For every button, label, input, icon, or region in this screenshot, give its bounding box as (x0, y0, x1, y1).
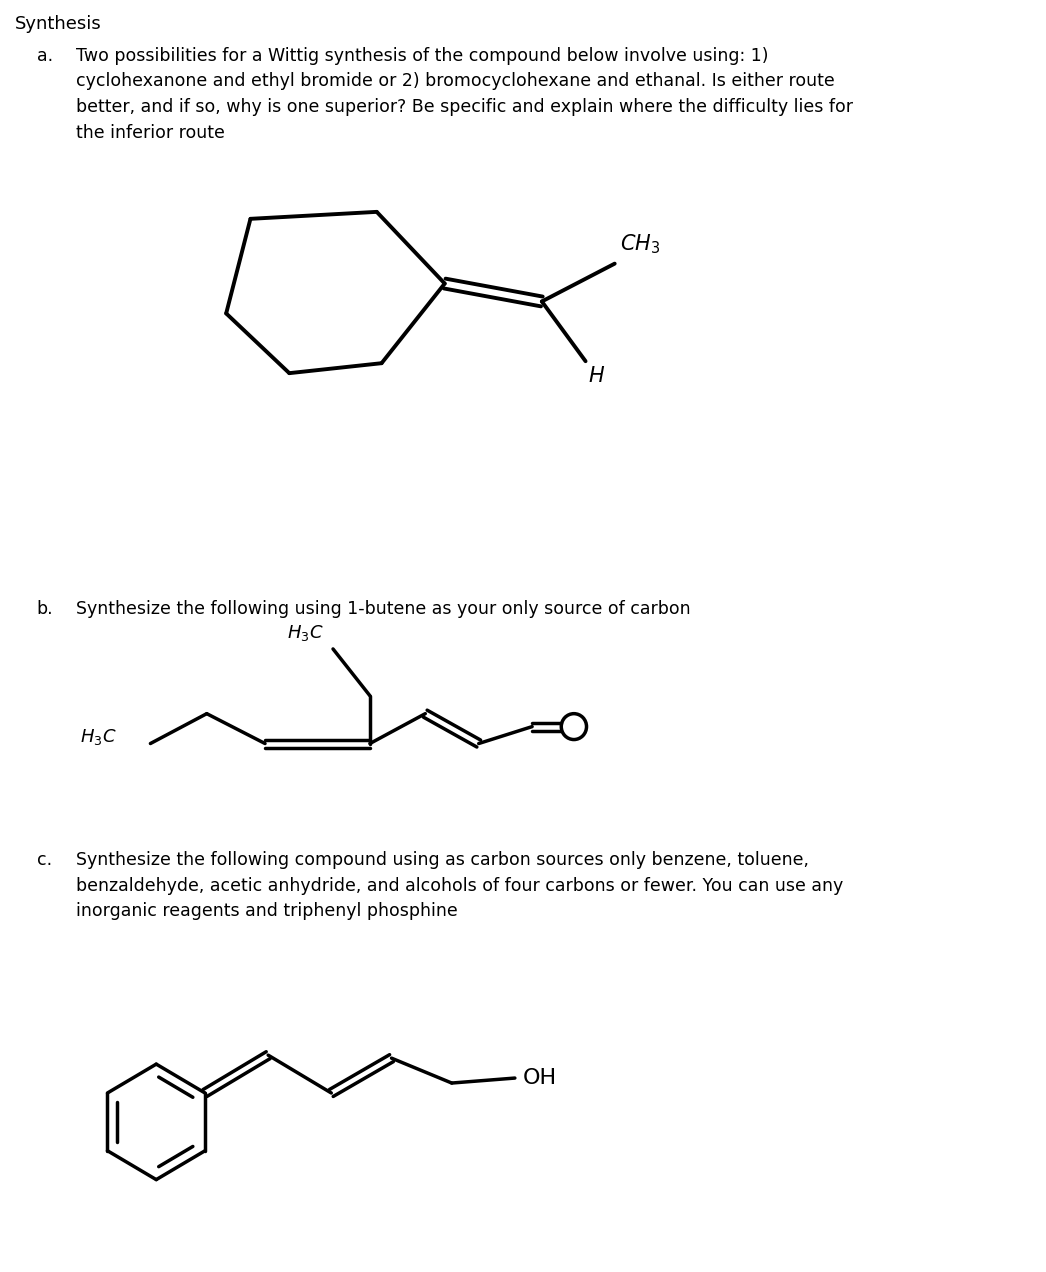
Text: Synthesize the following using 1-butene as your only source of carbon: Synthesize the following using 1-butene … (75, 600, 690, 618)
Text: Two possibilities for a Wittig synthesis of the compound below involve using: 1): Two possibilities for a Wittig synthesis… (75, 47, 852, 141)
Text: c.: c. (37, 851, 52, 869)
Text: $H_3C$: $H_3C$ (288, 623, 324, 642)
Text: a.: a. (37, 47, 53, 65)
Text: $H_3C$: $H_3C$ (81, 726, 117, 747)
Text: Synthesis: Synthesis (15, 15, 101, 33)
Text: $H$: $H$ (589, 366, 606, 387)
Text: b.: b. (37, 600, 53, 618)
Text: OH: OH (523, 1068, 556, 1088)
Text: Synthesize the following compound using as carbon sources only benzene, toluene,: Synthesize the following compound using … (75, 851, 843, 921)
Text: $CH_3$: $CH_3$ (619, 232, 660, 256)
